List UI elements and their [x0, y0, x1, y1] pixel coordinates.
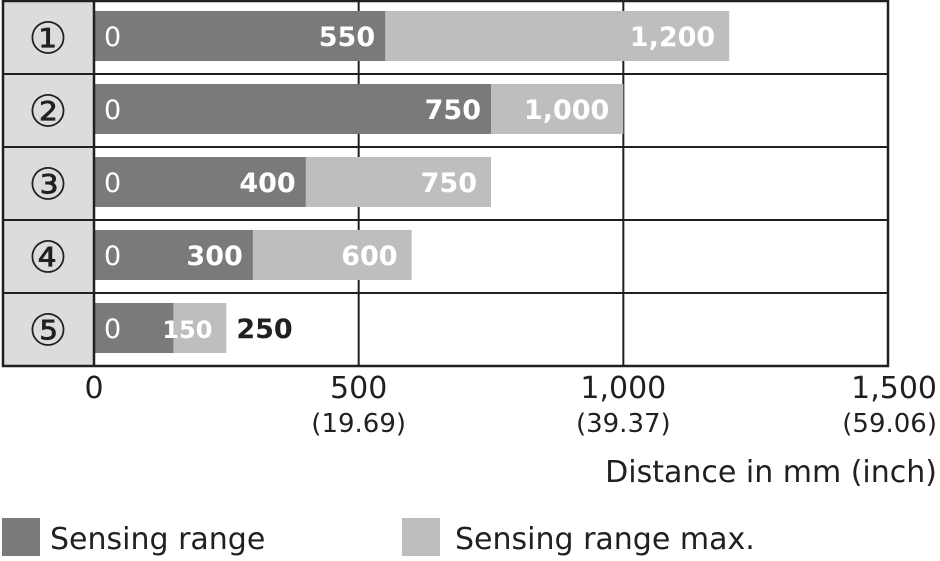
bar-max-label: 600 — [341, 241, 397, 272]
x-tick-inch-label: (19.69) — [311, 409, 406, 439]
category-label: ② — [28, 87, 67, 138]
bar-start-label: 0 — [104, 22, 121, 53]
bar-max-label: 1,200 — [630, 22, 715, 53]
category-label: ④ — [28, 233, 67, 284]
x-axis-label: Distance in mm (inch) — [605, 455, 937, 490]
legend-label-sensing-range: Sensing range — [50, 522, 265, 557]
bar-start-label: 0 — [104, 314, 121, 345]
bar-range-label: 750 — [425, 95, 481, 126]
x-tick-inch-label: (59.06) — [842, 409, 937, 439]
x-tick-label: 1,000 — [580, 371, 666, 406]
bar-max-label: 750 — [421, 168, 477, 199]
category-label: ③ — [28, 160, 67, 211]
bar-range-label: 400 — [239, 168, 295, 199]
bar-range-label: 300 — [186, 241, 242, 272]
bar-range-label: 150 — [162, 316, 212, 344]
bar-sensing-range — [94, 157, 306, 207]
bar-sensing-range — [94, 84, 491, 134]
legend-swatch-sensing-range — [2, 518, 40, 556]
bar-max-label: 1,000 — [524, 95, 609, 126]
bar-start-label: 0 — [104, 95, 121, 126]
x-tick-label: 0 — [84, 371, 103, 406]
bar-start-label: 0 — [104, 168, 121, 199]
category-column — [3, 1, 94, 365]
bar-start-label: 0 — [104, 241, 121, 272]
category-label: ① — [28, 14, 67, 65]
legend-label-sensing-range-max: Sensing range max. — [455, 522, 755, 557]
bar-sensing-range — [94, 11, 386, 61]
chart-frame — [1, 0, 890, 368]
x-tick-label: 1,500 — [851, 371, 937, 406]
category-label: ⑤ — [28, 306, 67, 357]
bar-range-label: 550 — [319, 22, 375, 53]
legend-swatch-sensing-range-max — [402, 518, 440, 556]
x-tick-inch-label: (39.37) — [576, 409, 671, 439]
bar-sensing-range — [94, 230, 253, 280]
x-tick-label: 500 — [330, 371, 387, 406]
bar-max-label: 250 — [236, 314, 292, 345]
bar-sensing-range — [94, 303, 174, 353]
